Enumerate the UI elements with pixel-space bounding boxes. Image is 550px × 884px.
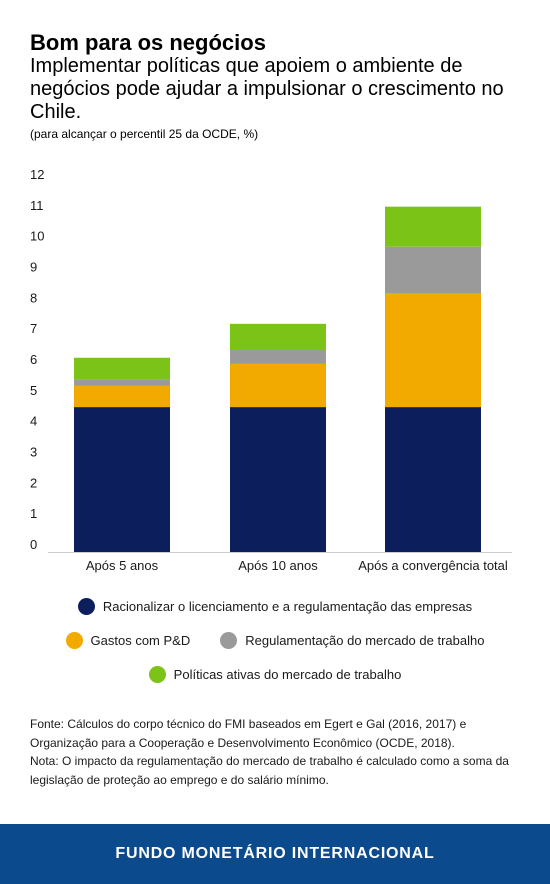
legend-item-labor-regulation: Regulamentação do mercado de trabalho bbox=[220, 632, 484, 649]
legend-row-2: Gastos com P&D Regulamentação do mercado… bbox=[0, 632, 550, 649]
legend-item-active-labor: Políticas ativas do mercado de trabalho bbox=[148, 666, 402, 683]
y-tick-label: 4 bbox=[30, 414, 37, 429]
y-tick-label: 7 bbox=[30, 321, 37, 336]
bar-segment bbox=[385, 293, 481, 408]
x-tick-label: Após 10 anos bbox=[238, 558, 318, 573]
bar-segment bbox=[230, 363, 326, 408]
legend-item-licensing: Racionalizar o licenciamento e a regulam… bbox=[77, 598, 473, 615]
y-tick-label: 5 bbox=[30, 383, 37, 398]
y-tick-label: 2 bbox=[30, 475, 37, 490]
y-tick-label: 10 bbox=[30, 229, 44, 244]
legend-row-1: Racionalizar o licenciamento e a regulam… bbox=[0, 598, 550, 615]
bar-segment bbox=[385, 407, 481, 552]
note-text: Nota: O impacto da regulamentação do mer… bbox=[30, 754, 509, 787]
bar-segment bbox=[230, 323, 326, 351]
imf-banner: FUNDO MONETÁRIO INTERNACIONAL bbox=[0, 824, 550, 884]
legend-row-3: Políticas ativas do mercado de trabalho bbox=[0, 666, 550, 683]
bar-segment bbox=[385, 246, 481, 293]
y-tick-label: 3 bbox=[30, 445, 37, 460]
y-tick-label: 9 bbox=[30, 260, 37, 275]
y-tick-label: 1 bbox=[30, 506, 37, 521]
legend-swatch-labor-regulation bbox=[220, 632, 238, 649]
legend-swatch-licensing bbox=[77, 598, 95, 615]
x-tick-label: Após 5 anos bbox=[86, 558, 159, 573]
bar-segment bbox=[385, 206, 481, 247]
legend-label-licensing: Racionalizar o licenciamento e a regulam… bbox=[102, 599, 473, 614]
legend-item-rd: Gastos com P&D bbox=[65, 632, 191, 649]
y-tick-label: 0 bbox=[30, 537, 37, 552]
y-tick-label: 6 bbox=[30, 352, 37, 367]
x-tick-label: Após a convergência total bbox=[358, 558, 508, 573]
bar-segment bbox=[74, 357, 170, 380]
y-tick-label: 11 bbox=[30, 198, 44, 213]
legend-label-rd: Gastos com P&D bbox=[90, 633, 191, 648]
legend-label-labor-regulation: Regulamentação do mercado de trabalho bbox=[245, 633, 485, 648]
imf-banner-text: FUNDO MONETÁRIO INTERNACIONAL bbox=[115, 845, 435, 862]
chart-title: Bom para os negócios bbox=[30, 30, 266, 55]
source-text: Fonte: Cálculos do corpo técnico do FMI … bbox=[30, 717, 467, 750]
bar-segment bbox=[74, 379, 170, 386]
legend-label-active-labor: Políticas ativas do mercado de trabalho bbox=[173, 667, 402, 682]
chart-subtitle: Implementar políticas que apoiem o ambie… bbox=[30, 55, 504, 123]
bar-segment bbox=[230, 350, 326, 364]
y-tick-label: 8 bbox=[30, 290, 37, 305]
chart-unit-note: (para alcançar o percentil 25 da OCDE, %… bbox=[30, 127, 259, 141]
source-notes: Fonte: Cálculos do corpo técnico do FMI … bbox=[30, 715, 525, 789]
bar-segment bbox=[74, 385, 170, 408]
bar-segment bbox=[74, 407, 170, 552]
y-tick-label: 12 bbox=[30, 167, 44, 182]
legend-swatch-rd bbox=[65, 632, 83, 649]
legend-swatch-active-labor bbox=[148, 666, 166, 683]
bar-segment bbox=[230, 407, 326, 552]
